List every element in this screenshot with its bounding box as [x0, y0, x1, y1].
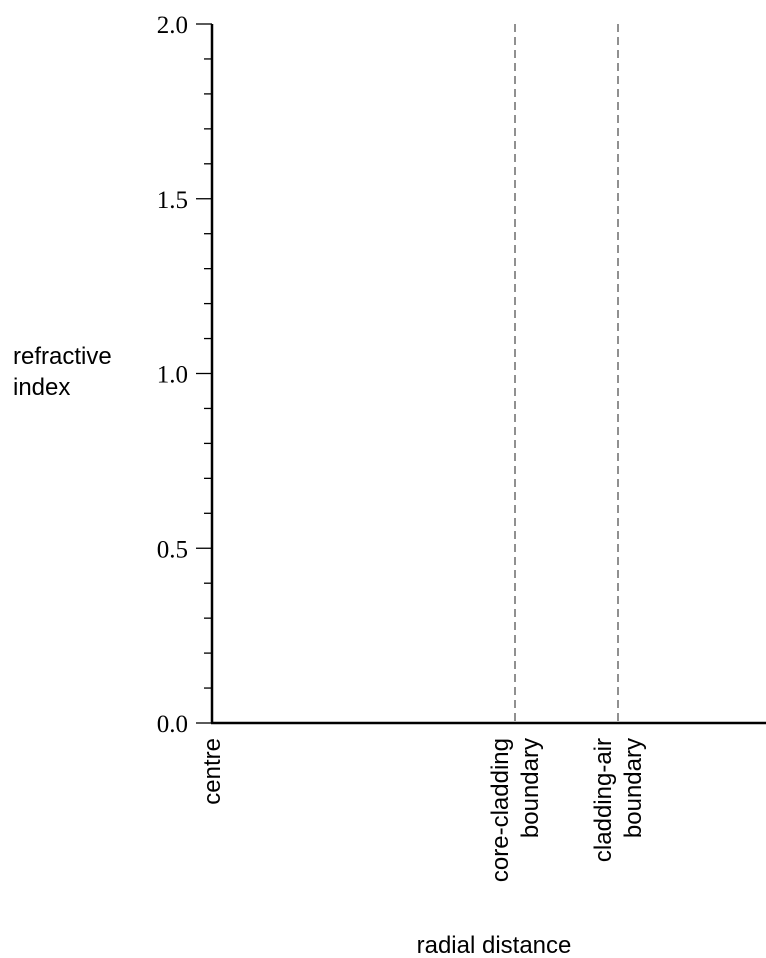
y-tick-label: 1.5: [157, 187, 188, 214]
core-cladding-marker-label-line-2: boundary: [517, 738, 544, 838]
y-tick-label: 2.0: [157, 12, 188, 39]
y-axis-tick-labels: 0.0 0.5 1.0 1.5 2.0: [157, 12, 188, 738]
y-tick-label: 0.5: [157, 536, 188, 563]
cladding-air-marker-label-line-1: cladding-air: [590, 738, 617, 862]
y-axis-label-line-2: index: [13, 374, 70, 401]
y-tick-label: 0.0: [157, 711, 188, 738]
y-axis-label-line-1: refractive: [13, 343, 112, 370]
core-cladding-marker-label-line-1: core-cladding: [487, 738, 514, 882]
boundary-lines: [514, 24, 619, 723]
cladding-air-marker-label-line-2: boundary: [620, 738, 647, 838]
centre-marker-label-line-1: centre: [199, 738, 226, 805]
x-marker-labels: centre core-cladding boundary cladding-air b…: [199, 738, 647, 882]
x-axis-label: radial distance: [417, 932, 572, 958]
y-tick-label: 1.0: [157, 362, 188, 389]
y-axis-ticks: [196, 23, 212, 724]
